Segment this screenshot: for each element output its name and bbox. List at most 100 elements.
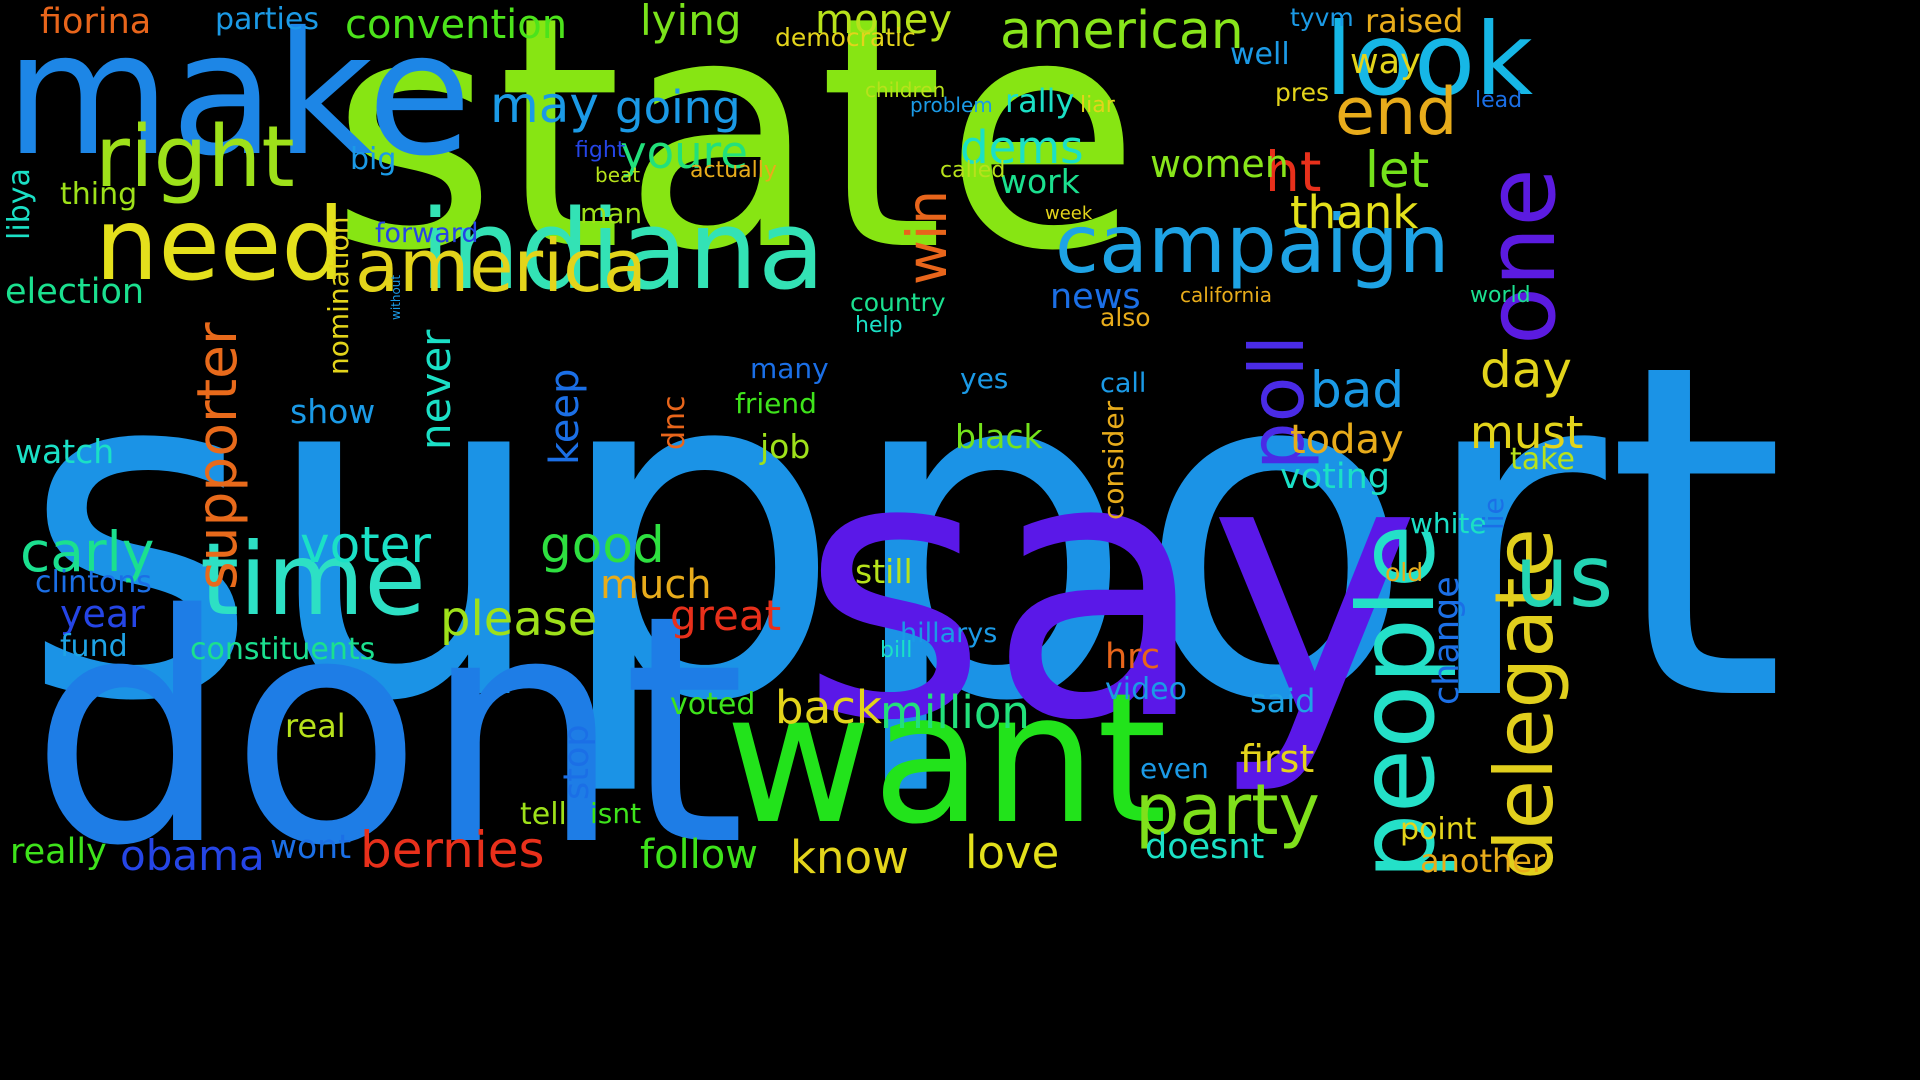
word-118: actually: [690, 158, 777, 183]
word-9: need: [95, 186, 345, 303]
word-94: pres: [1275, 78, 1330, 107]
word-12: america: [355, 224, 647, 308]
word-28: let: [1365, 141, 1430, 199]
word-60: video: [1105, 672, 1187, 707]
word-20: supporter: [185, 322, 249, 590]
word-90: well: [1230, 37, 1290, 72]
word-10: right: [95, 108, 295, 207]
word-80: year: [60, 592, 145, 636]
word-61: hrc: [1105, 637, 1161, 677]
word-98: country: [850, 288, 946, 317]
word-35: bad: [1310, 361, 1405, 419]
word-21: american: [1000, 1, 1244, 61]
word-68: job: [760, 427, 811, 466]
word-23: lying: [640, 0, 742, 45]
word-122: hillarys: [900, 618, 998, 649]
word-44: please: [440, 591, 598, 647]
word-74: call: [1100, 368, 1147, 399]
word-36: day: [1480, 341, 1572, 399]
word-64: keep: [542, 368, 588, 465]
word-43: good: [540, 516, 665, 574]
word-62: stop: [557, 724, 597, 800]
word-95: lead: [1475, 88, 1523, 113]
word-88: way: [1350, 42, 1421, 82]
word-47: bernies: [360, 821, 545, 879]
word-117: week: [1045, 203, 1093, 224]
word-13: campaign: [1055, 198, 1450, 291]
word-83: constituents: [190, 632, 376, 667]
word-121: without: [389, 274, 403, 320]
word-84: really: [10, 832, 107, 872]
word-63: change: [1427, 576, 1467, 705]
word-82: fund: [60, 629, 128, 664]
word-78: thing: [60, 177, 138, 212]
word-52: wont: [270, 827, 352, 866]
word-51: obama: [120, 831, 265, 880]
word-39: today: [1290, 417, 1404, 463]
word-102: big: [350, 142, 397, 177]
word-105: still: [855, 552, 913, 591]
word-107: tell: [520, 797, 567, 832]
word-71: consider: [1097, 400, 1130, 520]
word-45: much: [600, 562, 712, 608]
word-97: california: [1180, 283, 1273, 307]
word-26: going: [615, 81, 741, 134]
word-91: tyvm: [1290, 3, 1354, 32]
word-109: voted: [670, 687, 756, 722]
word-86: parties: [215, 2, 319, 37]
word-14: one: [1467, 168, 1577, 345]
word-30: thank: [1290, 186, 1419, 239]
word-16: us: [1515, 528, 1614, 627]
word-29: ht: [1265, 140, 1322, 204]
word-106: real: [285, 707, 346, 745]
word-79: watch: [15, 432, 115, 471]
word-99: help: [855, 313, 903, 338]
word-55: first: [1240, 737, 1315, 781]
word-4: make: [5, 0, 472, 194]
word-101: man: [580, 197, 643, 230]
word-31: dems: [960, 121, 1084, 174]
word-72: news: [1050, 277, 1141, 317]
word-112: old: [1385, 558, 1424, 587]
word-6: look: [1325, 1, 1534, 118]
word-113: even: [1140, 752, 1209, 785]
word-57: doesnt: [1145, 827, 1265, 867]
word-100: forward: [375, 218, 479, 249]
word-56: said: [1250, 682, 1316, 720]
word-1: state: [330, 0, 1141, 321]
word-32: women: [1150, 142, 1289, 186]
word-73: also: [1100, 303, 1151, 332]
word-54: million: [880, 686, 1030, 739]
word-37: must: [1470, 406, 1584, 459]
word-108: isnt: [590, 797, 642, 830]
word-48: know: [790, 831, 909, 884]
word-3: dont: [30, 549, 746, 915]
word-65: never: [411, 329, 460, 450]
word-81: clintons: [35, 565, 152, 600]
word-42: voter: [300, 516, 432, 574]
word-75: nomination: [322, 216, 355, 375]
word-49: love: [965, 826, 1060, 879]
word-5: want: [725, 655, 1168, 864]
word-0: support: [20, 267, 1787, 802]
word-8: indiana: [420, 186, 826, 314]
word-93: liar: [1080, 93, 1115, 118]
word-103: many: [750, 352, 829, 385]
word-22: convention: [345, 2, 568, 48]
word-104: friend: [735, 387, 817, 420]
word-19: win: [895, 189, 959, 285]
word-58: another: [1420, 842, 1546, 880]
word-59: point: [1400, 812, 1477, 847]
word-25: may: [490, 76, 599, 134]
word-85: fiorina: [40, 2, 152, 42]
word-92: rally: [1005, 82, 1075, 120]
word-116: called: [940, 158, 1006, 183]
word-115: problem: [910, 93, 993, 117]
word-96: world: [1470, 283, 1531, 308]
word-89: raised: [1365, 2, 1464, 40]
word-77: libya: [2, 168, 37, 240]
word-76: election: [5, 272, 145, 312]
word-27: youre: [620, 126, 748, 179]
word-114: children: [865, 78, 946, 102]
